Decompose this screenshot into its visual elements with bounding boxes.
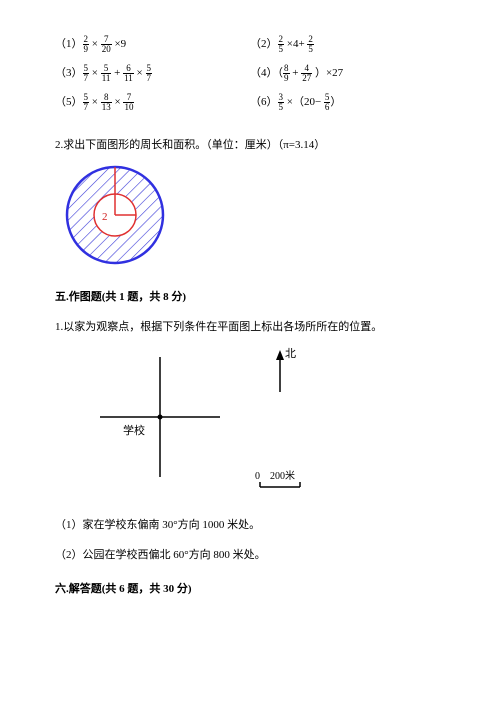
section-6-title: 六.解答题(共 6 题，共 30 分) — [55, 580, 445, 596]
exercise-1: （1）29 × 720 ×9 — [55, 35, 250, 54]
radius-label-2: 2 — [102, 211, 108, 223]
question-2-text: 2.求出下面图形的周长和面积。（单位：厘米）（π=3.14） — [55, 136, 445, 152]
exercise-3: （3）57 × 511 + 611 × 57 — [55, 64, 250, 83]
exercise-list: （1）29 × 720 ×9 （2）25 ×4+ 25 （3）57 × 511 … — [55, 35, 445, 122]
exercise-2: （2）25 ×4+ 25 — [250, 35, 445, 54]
scale-200: 200米 — [270, 469, 295, 482]
exercise-6: （6）35 ×（20− 56） — [250, 93, 445, 112]
section-5-sub1: （1）家在学校东偏南 30°方向 1000 米处。 — [55, 516, 445, 532]
section-5-title: 五.作图题(共 1 题，共 8 分) — [55, 288, 445, 304]
scale-0: 0 — [255, 471, 260, 482]
section-5-sub2: （2）公园在学校西偏北 60°方向 800 米处。 — [55, 546, 445, 562]
section-5-q1: 1.以家为观察点，根据下列条件在平面图上标出各场所所在的位置。 — [55, 318, 445, 334]
ex-num: （1） — [55, 38, 83, 50]
ex-num: （5） — [55, 96, 83, 108]
ex-num: （3） — [55, 67, 83, 79]
school-label: 学校 — [123, 423, 145, 437]
exercise-5: （5）57 × 813 × 710 — [55, 93, 250, 112]
coordinate-figure: 北 学校 0 200米 — [85, 342, 445, 502]
north-label: 北 — [285, 347, 296, 360]
exercise-4: （4）（89 + 427 ）×27 — [250, 64, 445, 83]
ex-num: （2） — [250, 38, 278, 50]
annulus-figure: 2 — [60, 160, 445, 270]
ex-num: （6） — [250, 96, 278, 108]
ex-num: （4） — [250, 67, 278, 79]
